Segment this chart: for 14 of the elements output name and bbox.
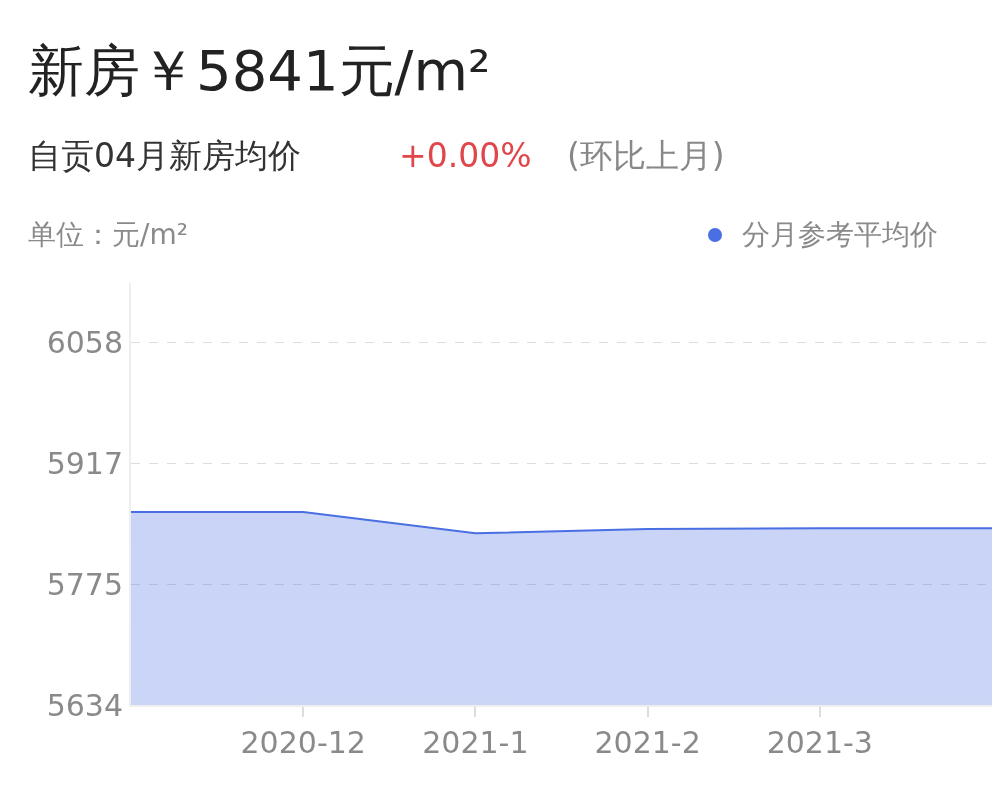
y-tick-label: 5775 bbox=[46, 567, 123, 603]
chart-subtitle: 自贡04月新房均价 bbox=[28, 136, 301, 175]
x-tick-label: 2021-2 bbox=[594, 725, 701, 760]
y-axis-title: 单位：元/m² bbox=[28, 218, 188, 251]
x-tick-label: 2021-3 bbox=[766, 725, 873, 760]
legend-label: 分月参考平均价 bbox=[742, 218, 938, 251]
x-tick-label: 2020-12 bbox=[240, 725, 366, 760]
x-tick-label: 2021-1 bbox=[422, 725, 529, 760]
text: +0.00% bbox=[399, 136, 532, 175]
y-tick-label: 6058 bbox=[46, 325, 123, 361]
y-tick-label: 5917 bbox=[46, 445, 123, 481]
y-tick-label: 5634 bbox=[46, 687, 123, 723]
chart-title: 新房￥5841元/m² bbox=[28, 38, 491, 103]
text: (环比上月) bbox=[567, 136, 725, 175]
